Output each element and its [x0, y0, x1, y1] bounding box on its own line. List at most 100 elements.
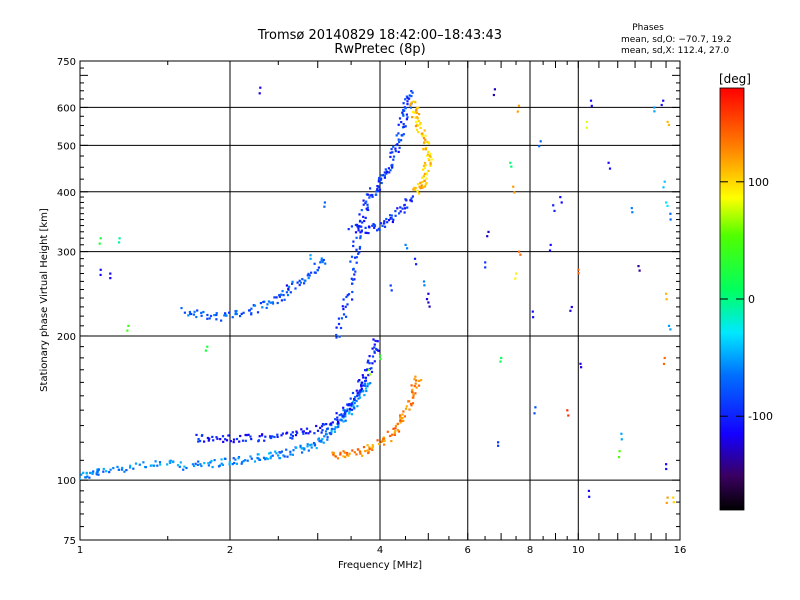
echo-point	[389, 151, 392, 154]
echo-point	[380, 440, 383, 443]
echo-point	[298, 283, 301, 287]
echo-point	[386, 221, 389, 224]
echo-point	[270, 436, 273, 440]
echo-point	[417, 106, 420, 109]
echo-point	[117, 468, 120, 471]
echo-point	[256, 311, 260, 314]
echo-point	[209, 461, 212, 464]
echo-point	[313, 443, 317, 447]
echo-point	[195, 433, 198, 436]
echo-point	[363, 382, 367, 385]
echo-point	[378, 442, 381, 446]
y-tick-label: 600	[57, 103, 76, 114]
echo-point	[350, 413, 354, 416]
echo-point	[577, 268, 580, 271]
echo-point	[235, 309, 238, 313]
echo-point	[269, 457, 272, 460]
echo-point	[117, 241, 121, 244]
echo-point	[344, 305, 347, 308]
echo-point	[337, 317, 340, 320]
echo-point	[159, 463, 162, 466]
echo-point	[96, 470, 99, 473]
echo-point	[382, 174, 385, 177]
echo-point	[370, 367, 373, 370]
echo-point	[269, 451, 272, 454]
echo-point	[419, 126, 422, 129]
echo-point	[399, 419, 402, 422]
echo-point	[250, 307, 253, 310]
echo-point	[406, 247, 409, 250]
echo-point	[386, 430, 389, 433]
echo-point	[109, 277, 112, 280]
echo-point	[380, 222, 383, 225]
echo-point	[427, 301, 430, 304]
echo-point	[515, 272, 518, 275]
echo-point	[667, 324, 671, 327]
y-axis-label: Stationary phase Virtual Height [km]	[39, 208, 50, 392]
echo-point	[120, 468, 124, 471]
echo-point	[95, 473, 98, 476]
echo-point	[385, 217, 388, 221]
echo-point	[283, 455, 286, 458]
echo-point	[349, 409, 352, 412]
echo-point	[414, 101, 417, 104]
echo-point	[531, 310, 534, 313]
echo-point	[424, 183, 427, 186]
echo-point	[362, 446, 366, 449]
echo-point	[665, 292, 668, 295]
echo-point	[360, 225, 363, 228]
echo-point	[303, 279, 306, 282]
echo-point	[129, 466, 132, 469]
echo-point	[548, 249, 552, 252]
echo-point	[620, 438, 623, 441]
echo-point	[323, 201, 326, 204]
echo-point	[383, 176, 386, 179]
echo-point	[355, 236, 358, 239]
echo-point	[348, 412, 351, 415]
echo-point	[413, 111, 416, 114]
echo-point	[285, 448, 288, 451]
x-tick-labels: 1 2 4 6 8 10 16	[77, 545, 687, 556]
echo-point	[343, 409, 346, 412]
echo-point	[330, 424, 333, 427]
echo-point	[409, 102, 412, 105]
echo-point	[424, 146, 427, 150]
echo-point	[209, 314, 213, 318]
echo-point	[373, 226, 376, 229]
echo-point	[99, 237, 102, 240]
echo-point	[420, 379, 423, 382]
echo-point	[396, 143, 399, 146]
echo-point	[221, 463, 224, 466]
echo-point	[307, 277, 310, 280]
echo-point	[116, 465, 119, 468]
echo-point	[356, 405, 359, 408]
echo-point	[380, 181, 383, 185]
echo-point	[234, 458, 237, 461]
echo-point	[366, 449, 369, 452]
echo-point	[179, 461, 182, 464]
echo-point	[334, 418, 337, 421]
echo-point	[183, 311, 186, 314]
echo-point	[238, 440, 241, 443]
echo-point	[213, 459, 216, 462]
echo-point	[422, 168, 425, 171]
echo-point	[280, 450, 283, 453]
echo-point	[385, 172, 388, 175]
echo-point	[396, 429, 399, 432]
echo-point	[278, 294, 281, 297]
echo-point	[335, 336, 338, 339]
echo-point	[608, 167, 612, 170]
stats-heading: Phases	[632, 23, 664, 33]
echo-point	[98, 242, 101, 245]
echo-point	[366, 193, 370, 196]
echo-point	[364, 376, 367, 379]
echo-point	[269, 435, 272, 438]
echo-point	[371, 445, 374, 448]
echo-point	[330, 432, 333, 435]
echo-point	[413, 378, 416, 381]
echo-point	[423, 179, 426, 182]
echo-point	[378, 176, 381, 180]
echo-point	[204, 349, 207, 352]
echo-point	[425, 181, 428, 185]
echo-point	[281, 290, 284, 293]
